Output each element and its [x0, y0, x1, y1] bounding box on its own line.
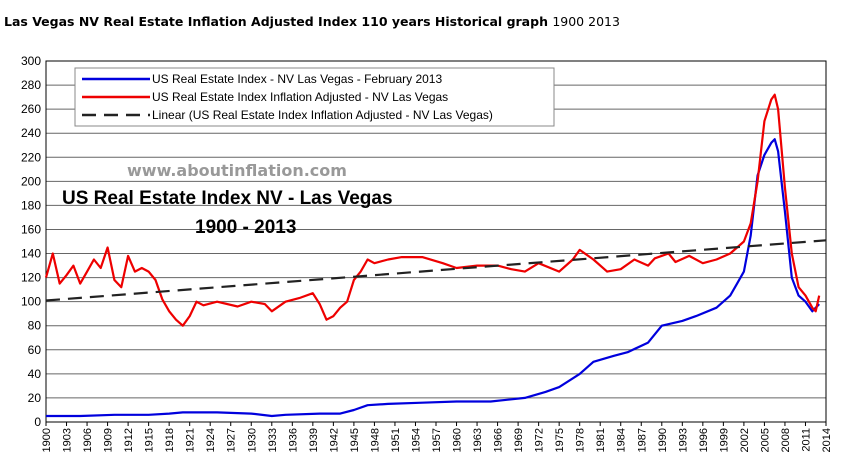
x-tick-label: 1960 [452, 428, 464, 452]
page-title-years: 1900 2013 [552, 14, 620, 29]
x-tick-label: 1978 [575, 428, 587, 452]
x-tick-label: 1999 [718, 428, 730, 452]
x-tick-label: 1954 [410, 428, 422, 452]
series-line-linear-us-real-estate-index-inflation-adjusted-nv-las-vegas [45, 239, 827, 302]
y-tick-label: 120 [21, 271, 41, 285]
x-tick-label: 2005 [759, 428, 771, 452]
x-tick-label: 1957 [431, 428, 443, 452]
x-tick-label: 1900 [41, 428, 53, 452]
x-tick-label: 1987 [636, 428, 648, 452]
y-tick-label: 260 [21, 102, 41, 116]
x-tick-label: 1966 [493, 428, 505, 452]
x-tick-label: 2014 [821, 428, 833, 452]
y-tick-label: 60 [28, 343, 42, 357]
x-tick-label: 1921 [185, 428, 197, 452]
x-tick-label: 1969 [513, 428, 525, 452]
x-tick-label: 1915 [144, 428, 156, 452]
x-tick-label: 1936 [287, 428, 299, 452]
watermark-text: www.aboutinflation.com [127, 161, 347, 180]
x-tick-label: 1918 [164, 428, 176, 452]
x-tick-label: 1906 [82, 428, 94, 452]
y-tick-label: 20 [28, 391, 42, 405]
x-tick-label: 1912 [123, 428, 135, 452]
chart-overlay-subtitle: 1900 - 2013 [195, 217, 296, 238]
x-tick-label: 2011 [800, 428, 812, 452]
y-tick-label: 140 [21, 247, 41, 261]
x-tick-label: 1984 [616, 428, 628, 452]
x-tick-label: 1924 [205, 428, 217, 452]
x-tick-label: 1975 [554, 428, 566, 452]
y-tick-label: 240 [21, 126, 41, 140]
chart-overlay-title: US Real Estate Index NV - Las Vegas [62, 188, 393, 209]
y-tick-label: 80 [28, 319, 42, 333]
y-tick-label: 180 [21, 198, 41, 212]
page-title-text: Las Vegas NV Real Estate Inflation Adjus… [4, 14, 548, 29]
legend-label: US Real Estate Index Inflation Adjusted … [152, 90, 448, 104]
y-tick-label: 300 [21, 54, 41, 68]
x-tick-label: 1963 [472, 428, 484, 452]
x-axis-ticks: 1900 1903 1906 1909 1912 1915 1918 1921 1924 1927… [41, 422, 833, 452]
chart-legend: US Real Estate Index - NV Las Vegas - Fe… [74, 67, 555, 127]
x-tick-label: 1951 [390, 428, 402, 452]
x-tick-label: 1948 [369, 428, 381, 452]
y-tick-label: 220 [21, 150, 41, 164]
x-tick-label: 2002 [739, 428, 751, 452]
x-tick-label: 1981 [595, 428, 607, 452]
x-tick-label: 1945 [349, 428, 361, 452]
x-tick-label: 1927 [226, 428, 238, 452]
x-tick-label: 1903 [62, 428, 74, 452]
y-tick-label: 280 [21, 78, 41, 92]
x-tick-label: 1939 [308, 428, 320, 452]
x-tick-label: 1990 [657, 428, 669, 452]
x-tick-label: 1933 [267, 428, 279, 452]
y-axis-ticks: 0 20 40 60 80 100 120 140 160 180 200 220 240 260 280 3… [21, 54, 41, 429]
y-tick-label: 100 [21, 295, 41, 309]
x-tick-label: 1930 [246, 428, 258, 452]
legend-box [74, 67, 555, 127]
legend-label: US Real Estate Index - NV Las Vegas - Fe… [152, 72, 442, 86]
x-tick-label: 1972 [534, 428, 546, 452]
y-tick-label: 0 [34, 415, 41, 429]
series-line-us-real-estate-index-inflation-adjusted-nv-las-vegas [44, 93, 821, 327]
plot-area-border [45, 60, 827, 423]
x-tick-label: 1993 [677, 428, 689, 452]
x-tick-label: 1909 [103, 428, 115, 452]
x-tick-label: 1996 [698, 428, 710, 452]
x-tick-label: 1942 [328, 428, 340, 452]
legend-label: Linear (US Real Estate Index Inflation A… [152, 108, 493, 122]
x-tick-label: 2008 [780, 428, 792, 452]
y-tick-label: 40 [28, 367, 42, 381]
y-tick-label: 160 [21, 222, 41, 236]
page-title: Las Vegas NV Real Estate Inflation Adjus… [4, 14, 620, 29]
y-tick-label: 200 [21, 174, 41, 188]
series-line-us-real-estate-index-nv-las-vegas-february-2013 [46, 138, 820, 418]
series-lines [44, 93, 827, 418]
